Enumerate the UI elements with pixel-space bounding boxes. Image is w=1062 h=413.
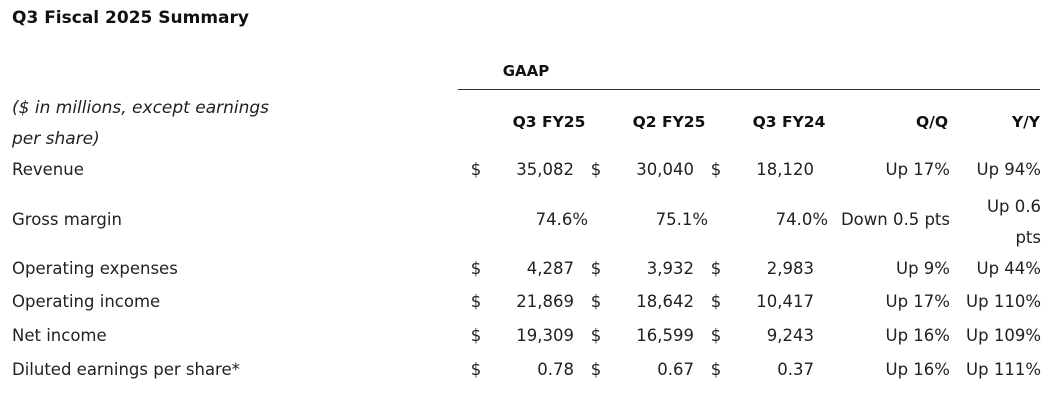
value-q2-fy25: 18,642 <box>636 292 694 311</box>
value-q3-fy24: 2,983 <box>766 259 814 278</box>
row-label: Revenue <box>12 160 84 179</box>
value-y-y: Up 94% <box>976 160 1041 179</box>
currency-symbol: $ <box>710 360 722 379</box>
currency-symbol: $ <box>710 160 722 179</box>
value-q3-fy24: 74.0% <box>775 210 828 229</box>
value-q3-fy25: 35,082 <box>516 160 574 179</box>
value-q3-fy25: 21,869 <box>516 292 574 311</box>
value-q2-fy25: 30,040 <box>636 160 694 179</box>
table-title: Q3 Fiscal 2025 Summary <box>12 8 249 28</box>
currency-symbol: $ <box>590 360 602 379</box>
column-header-q3-fy25: Q3 FY25 <box>512 113 586 131</box>
value-q2-fy25: 75.1% <box>655 210 708 229</box>
currency-symbol: $ <box>590 326 602 345</box>
currency-symbol: $ <box>710 259 722 278</box>
value-y-y: Up 44% <box>976 259 1041 278</box>
row-label: Net income <box>12 326 107 345</box>
value-q2-fy25: 3,932 <box>646 259 694 278</box>
value-q-q: Up 17% <box>885 292 950 311</box>
row-label: Gross margin <box>12 210 122 229</box>
value-y-y: Up 109% <box>966 326 1041 345</box>
value-q3-fy24: 18,120 <box>756 160 814 179</box>
value-q3-fy25: 0.78 <box>537 360 574 379</box>
value-q2-fy25: 0.67 <box>657 360 694 379</box>
value-q3-fy24: 9,243 <box>766 326 814 345</box>
value-q3-fy25: 19,309 <box>516 326 574 345</box>
value-q-q: Up 16% <box>885 326 950 345</box>
value-q3-fy25: 74.6% <box>535 210 588 229</box>
value-q2-fy25: 16,599 <box>636 326 694 345</box>
currency-symbol: $ <box>470 360 482 379</box>
currency-symbol: $ <box>590 259 602 278</box>
gaap-header: GAAP <box>502 62 550 80</box>
currency-symbol: $ <box>710 292 722 311</box>
currency-symbol: $ <box>470 326 482 345</box>
value-q3-fy24: 0.37 <box>777 360 814 379</box>
value-y-y: Up 110% <box>966 292 1041 311</box>
column-header-q2-fy25: Q2 FY25 <box>632 113 706 131</box>
currency-symbol: $ <box>590 160 602 179</box>
value-y-y: Up 111% <box>966 360 1041 379</box>
value-y-y: Up 0.6 pts <box>986 197 1041 247</box>
currency-symbol: $ <box>470 292 482 311</box>
row-label: Operating expenses <box>12 259 178 278</box>
column-header-y-y: Y/Y <box>1011 113 1040 131</box>
currency-symbol: $ <box>470 160 482 179</box>
row-label: Operating income <box>12 292 161 311</box>
currency-symbol: $ <box>470 259 482 278</box>
currency-symbol: $ <box>590 292 602 311</box>
value-q-q: Up 9% <box>896 259 950 278</box>
column-header-q-q: Q/Q <box>915 113 948 131</box>
value-q-q: Down 0.5 pts <box>840 210 950 229</box>
value-q-q: Up 17% <box>885 160 950 179</box>
units-note: ($ in millions, except earnings per shar… <box>12 98 270 149</box>
column-header-q3-fy24: Q3 FY24 <box>752 113 826 131</box>
value-q3-fy24: 10,417 <box>756 292 814 311</box>
value-q3-fy25: 4,287 <box>526 259 574 278</box>
row-label: Diluted earnings per share* <box>12 360 240 379</box>
currency-symbol: $ <box>710 326 722 345</box>
header-rule <box>458 89 1040 90</box>
value-q-q: Up 16% <box>885 360 950 379</box>
